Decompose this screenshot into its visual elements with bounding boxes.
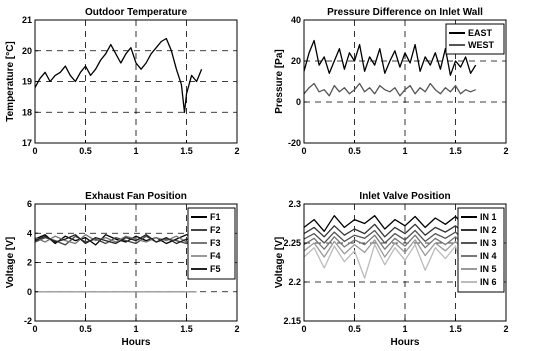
y-axis-label: Voltage [V] xyxy=(5,237,16,288)
y-tick-label: 20 xyxy=(291,56,301,66)
y-tick-label: 2.2 xyxy=(288,277,301,287)
series-line-in2 xyxy=(304,223,476,238)
legend: EAST WEST xyxy=(445,23,505,55)
x-tick-label: 1.5 xyxy=(449,324,462,334)
x-tick-label: 2 xyxy=(503,146,508,156)
y-tick-label: 6 xyxy=(27,199,32,209)
legend-label: F5 xyxy=(210,264,221,274)
x-tick-label: 1 xyxy=(402,146,407,156)
legend-label: IN 2 xyxy=(480,225,497,235)
legend-label: EAST xyxy=(468,28,493,38)
x-tick-label: 2 xyxy=(234,324,239,334)
chart-title: Inlet Valve Position xyxy=(359,191,450,202)
legend-label: IN 5 xyxy=(480,264,497,274)
x-axis-label: Hours xyxy=(122,337,151,348)
series-line-in1 xyxy=(304,215,477,232)
x-tick-label: 1 xyxy=(402,324,407,334)
x-tick-label: 0 xyxy=(301,146,306,156)
y-axis-label: Temperature [°C] xyxy=(5,41,16,122)
y-axis-label: Voltage [V] xyxy=(274,237,285,288)
series-line-in3 xyxy=(304,229,476,244)
legend-label: F2 xyxy=(210,225,221,235)
x-tick-label: 0.5 xyxy=(348,146,361,156)
legend-label: F3 xyxy=(210,238,221,248)
y-tick-label: 19 xyxy=(22,77,32,87)
x-tick-label: 0.5 xyxy=(79,146,92,156)
y-tick-label: 2.15 xyxy=(283,316,301,326)
x-tick-label: 0 xyxy=(32,146,37,156)
y-tick-label: 40 xyxy=(291,15,301,25)
series-line-in5 xyxy=(304,239,477,258)
chart-panel-1: 0 0.5 1 1.5 2 17 18 19 20 21 Outdoor Temperature Te… xyxy=(5,7,240,156)
x-tick-label: 1.5 xyxy=(180,324,193,334)
legend-box xyxy=(445,23,505,55)
y-tick-label: 2.25 xyxy=(283,238,301,248)
x-tick-label: 1 xyxy=(133,146,138,156)
x-tick-label: 0 xyxy=(32,324,37,334)
y-tick-label: 0 xyxy=(296,97,301,107)
x-tick-label: 0 xyxy=(301,324,306,334)
legend-label: IN 1 xyxy=(480,212,497,222)
x-tick-label: 0.5 xyxy=(79,324,92,334)
legend: F1 F2 F3 F4 F5 xyxy=(187,207,236,280)
x-tick-label: 2 xyxy=(503,324,508,334)
legend-label: F1 xyxy=(210,212,221,222)
x-tick-label: 1.5 xyxy=(449,146,462,156)
y-tick-label: 2 xyxy=(27,258,32,268)
y-tick-label: 4 xyxy=(27,228,32,238)
legend-label: IN 3 xyxy=(480,238,497,248)
x-tick-label: 1 xyxy=(133,324,138,334)
x-axis-label: Hours xyxy=(391,337,420,348)
y-tick-label: 17 xyxy=(22,138,32,148)
chart-title: Exhaust Fan Position xyxy=(85,191,187,202)
legend: IN 1 IN 2 IN 3 IN 4 IN 5 IN 6 xyxy=(457,207,505,293)
chart-panel-4: 0 0.5 1 1.5 2 2.15 2.2 2.25 2.3 Inlet Valve Posit… xyxy=(274,191,509,348)
x-tick-label: 1.5 xyxy=(180,146,193,156)
y-tick-label: -20 xyxy=(288,138,301,148)
series-line-f5 xyxy=(35,234,197,245)
y-axis-label: Pressure [Pa] xyxy=(274,49,285,113)
series-line-east xyxy=(304,39,477,76)
y-tick-label: 21 xyxy=(22,15,32,25)
y-tick-label: 2.3 xyxy=(288,199,301,209)
legend-label: F4 xyxy=(210,251,221,261)
legend-label: WEST xyxy=(468,40,495,50)
y-tick-label: 0 xyxy=(27,287,32,297)
chart-title: Outdoor Temperature xyxy=(85,7,187,18)
y-tick-label: 20 xyxy=(22,46,32,56)
y-tick-label: -2 xyxy=(24,316,32,326)
series-line-west xyxy=(304,82,476,97)
series-line-in6 xyxy=(304,243,477,283)
series-line-in4 xyxy=(304,234,476,250)
legend-box xyxy=(457,207,505,293)
series-line-1 xyxy=(35,37,203,113)
legend-label: IN 6 xyxy=(480,277,497,287)
chart-title: Pressure Difference on Inlet Wall xyxy=(327,7,483,18)
legend-label: IN 4 xyxy=(480,251,497,261)
x-tick-label: 0.5 xyxy=(348,324,361,334)
x-tick-label: 2 xyxy=(234,146,239,156)
y-tick-label: 18 xyxy=(22,107,32,117)
